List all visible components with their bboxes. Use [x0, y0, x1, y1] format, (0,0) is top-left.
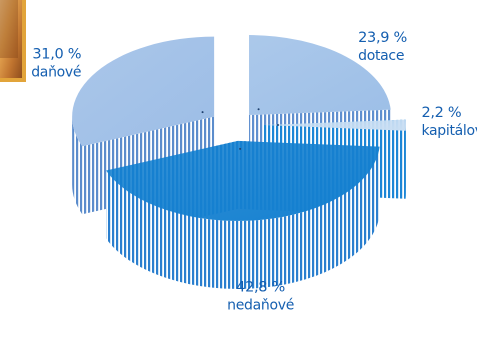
pie-slice-center-dot: [239, 147, 242, 150]
slice-value-label: 31,0 %: [32, 47, 81, 63]
pie-slice-center-dot: [257, 108, 260, 111]
slice-label: 2,2 % kapitálové: [421, 105, 477, 139]
slice-category-label: kapitálové: [421, 123, 477, 139]
slice-value-label: 23,9 %: [358, 30, 407, 46]
slice-value-label: 42,8 %: [236, 279, 285, 295]
pie-slice-top: [72, 36, 215, 147]
pie-slice: [106, 140, 380, 289]
corner-photo-border-bottom: [0, 78, 26, 82]
pie-slice-top: [264, 119, 407, 131]
slice-category-label: dotace: [358, 48, 404, 64]
corner-photo: [0, 0, 26, 82]
pie-labels: 23,9 % dotace 2,2 % kapitálové 42,8 % nedaňov…: [31, 30, 477, 313]
slice-label: 23,9 % dotace: [358, 30, 407, 64]
corner-photo-shade: [0, 0, 18, 58]
pie-slice-side: [106, 146, 380, 289]
slice-category-label: nedaňové: [227, 297, 294, 313]
pie-slices: [72, 35, 407, 289]
corner-photo-image: [0, 0, 22, 80]
slice-category-label: daňové: [31, 65, 81, 81]
corner-photo-border: [22, 0, 26, 82]
pie-slice-top: [106, 140, 380, 221]
pie-slice-center-dot: [201, 111, 204, 114]
slice-label: 31,0 % daňové: [31, 47, 81, 81]
pie-slice-side: [72, 116, 83, 215]
slice-label: 42,8 % nedaňové: [227, 279, 294, 313]
pie-slice-center-dot: [277, 124, 279, 127]
pie-slice-top: [249, 35, 391, 116]
slice-value-label: 2,2 %: [421, 105, 461, 121]
